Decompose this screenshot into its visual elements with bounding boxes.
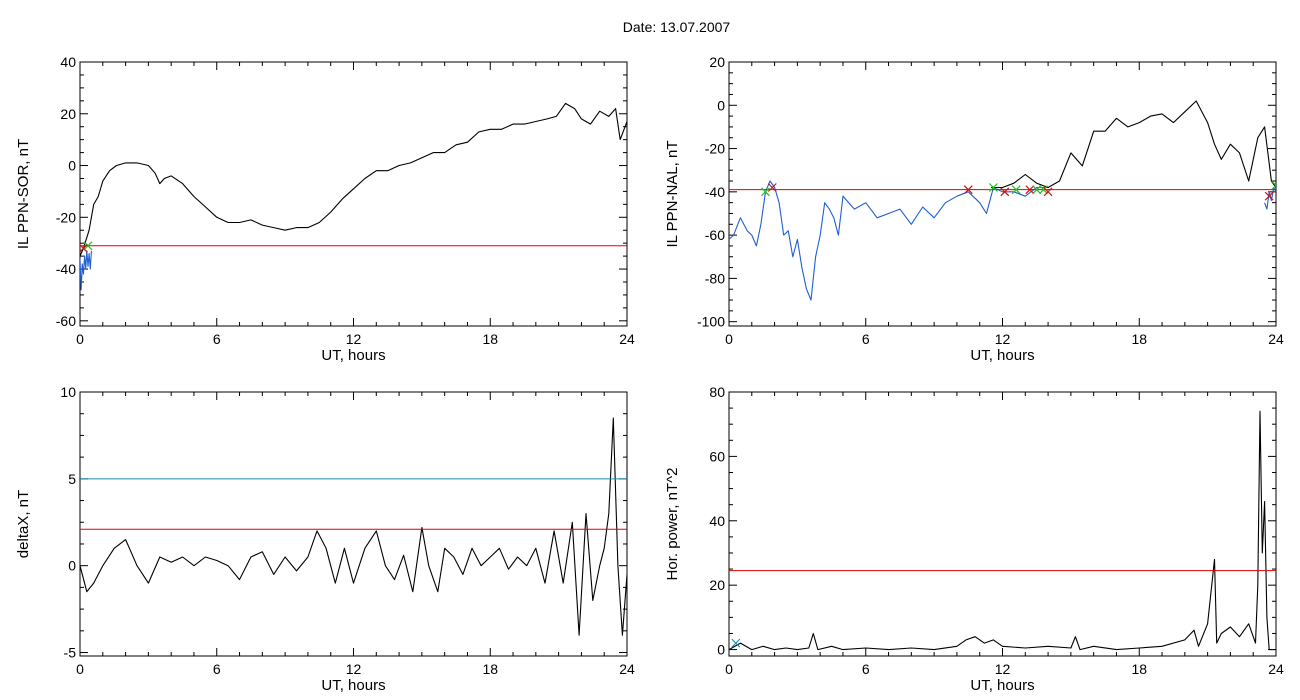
- y-axis-label: deltaX, nT: [15, 490, 32, 558]
- y-tick-label: 20: [60, 106, 76, 122]
- y-tick-label: 10: [60, 384, 76, 400]
- y-tick-label: 0: [68, 558, 76, 574]
- marker-red: [1264, 191, 1274, 201]
- y-tick-label: -80: [705, 270, 725, 286]
- plot-area: [729, 100, 1276, 301]
- y-tick-label: 40: [60, 54, 76, 70]
- marker-green: [1271, 184, 1276, 190]
- y-axis-label: IL PPN-SOR, nT: [15, 139, 32, 249]
- x-axis-label: UT, hours: [321, 677, 385, 694]
- marker-green: [1039, 185, 1048, 195]
- y-tick-label: 80: [709, 384, 725, 400]
- y-tick-label: 0: [68, 158, 76, 174]
- x-tick-label: 12: [346, 331, 362, 347]
- marker-red: [767, 183, 777, 192]
- x-tick-label: 18: [482, 661, 498, 677]
- page-title: Date: 13.07.2007: [622, 19, 731, 35]
- y-tick-label: -5: [64, 645, 77, 661]
- y-tick-label: -20: [705, 141, 725, 157]
- x-axis-label: UT, hours: [970, 347, 1034, 364]
- series-line-signal: [729, 410, 1276, 651]
- y-tick-label: 60: [709, 448, 725, 464]
- y-tick-label: -60: [705, 227, 725, 243]
- x-axis-label: UT, hours: [970, 677, 1034, 694]
- x-tick-label: 12: [346, 661, 362, 677]
- marker-green: [1032, 185, 1042, 195]
- marker-red: [1043, 187, 1053, 197]
- plot-area: [729, 410, 1276, 651]
- plot-frame: [728, 391, 1277, 657]
- series-line-signal: [991, 100, 1276, 189]
- series-line-quiet: [729, 180, 1049, 301]
- y-tick-label: 20: [709, 577, 725, 593]
- y-tick-label: 0: [717, 642, 725, 658]
- x-tick-label: 18: [482, 331, 498, 347]
- marker-red: [80, 243, 88, 253]
- y-axis-label: Hor. power, nT^2: [664, 468, 681, 581]
- x-tick-label: 0: [725, 661, 733, 677]
- y-tick-label: 5: [68, 471, 76, 487]
- x-tick-label: 0: [725, 331, 733, 347]
- x-tick-label: 0: [76, 661, 84, 677]
- y-tick-label: -20: [56, 209, 76, 225]
- marker-red: [1000, 187, 1010, 197]
- x-tick-label: 24: [1268, 331, 1284, 347]
- y-tick-label: -40: [56, 261, 76, 277]
- marker-green: [83, 241, 93, 251]
- marker-green: [761, 187, 770, 197]
- x-tick-label: 6: [213, 661, 221, 677]
- series-line-quiet: [80, 250, 92, 291]
- series-line-signal: [80, 417, 627, 636]
- x-axis-label: UT, hours: [321, 347, 385, 364]
- x-tick-label: 0: [76, 331, 84, 347]
- plot-area: [80, 102, 627, 291]
- panel-il-ppn-nal: 0 6 12 18 24 -100 -80 -60 -40 -20 0 20 UT, hours IL P…: [664, 54, 1284, 364]
- x-tick-label: 24: [1268, 661, 1284, 677]
- y-tick-label: -40: [705, 184, 725, 200]
- x-tick-label: 18: [1131, 331, 1147, 347]
- y-tick-label: 40: [709, 513, 725, 529]
- plot-frame: [79, 61, 628, 327]
- marker-green: [1271, 180, 1276, 187]
- plot-frame: [79, 391, 628, 657]
- y-tick-label: -100: [697, 314, 725, 330]
- marker-green: [1011, 185, 1021, 195]
- marker-red: [1025, 185, 1035, 195]
- x-tick-label: 18: [1131, 661, 1147, 677]
- plot-area: [80, 417, 627, 636]
- panel-hor-power: 0 6 12 18 24 0 20 40 60 80 UT, hours Hor. power, nT…: [664, 384, 1284, 694]
- y-tick-label: 20: [709, 54, 725, 70]
- marker-red: [963, 185, 973, 195]
- x-tick-label: 12: [995, 331, 1011, 347]
- series-line-signal: [80, 102, 627, 257]
- series-line-quiet: [1264, 186, 1276, 210]
- y-tick-label: -60: [56, 313, 76, 329]
- y-axis-label: IL PPN-NAL, nT: [664, 141, 681, 248]
- x-tick-label: 6: [213, 331, 221, 347]
- panel-il-ppn-sor: 0 6 12 18 24 -60 -40 -20 0 20 40 UT, hours IL PPN-SO…: [15, 54, 635, 364]
- x-tick-label: 12: [995, 661, 1011, 677]
- x-tick-label: 6: [862, 661, 870, 677]
- x-tick-label: 6: [862, 331, 870, 347]
- y-tick-label: 0: [717, 97, 725, 113]
- marker-green: [988, 183, 998, 192]
- x-tick-label: 24: [619, 331, 635, 347]
- marker-cyan: [731, 638, 741, 648]
- x-tick-label: 24: [619, 661, 635, 677]
